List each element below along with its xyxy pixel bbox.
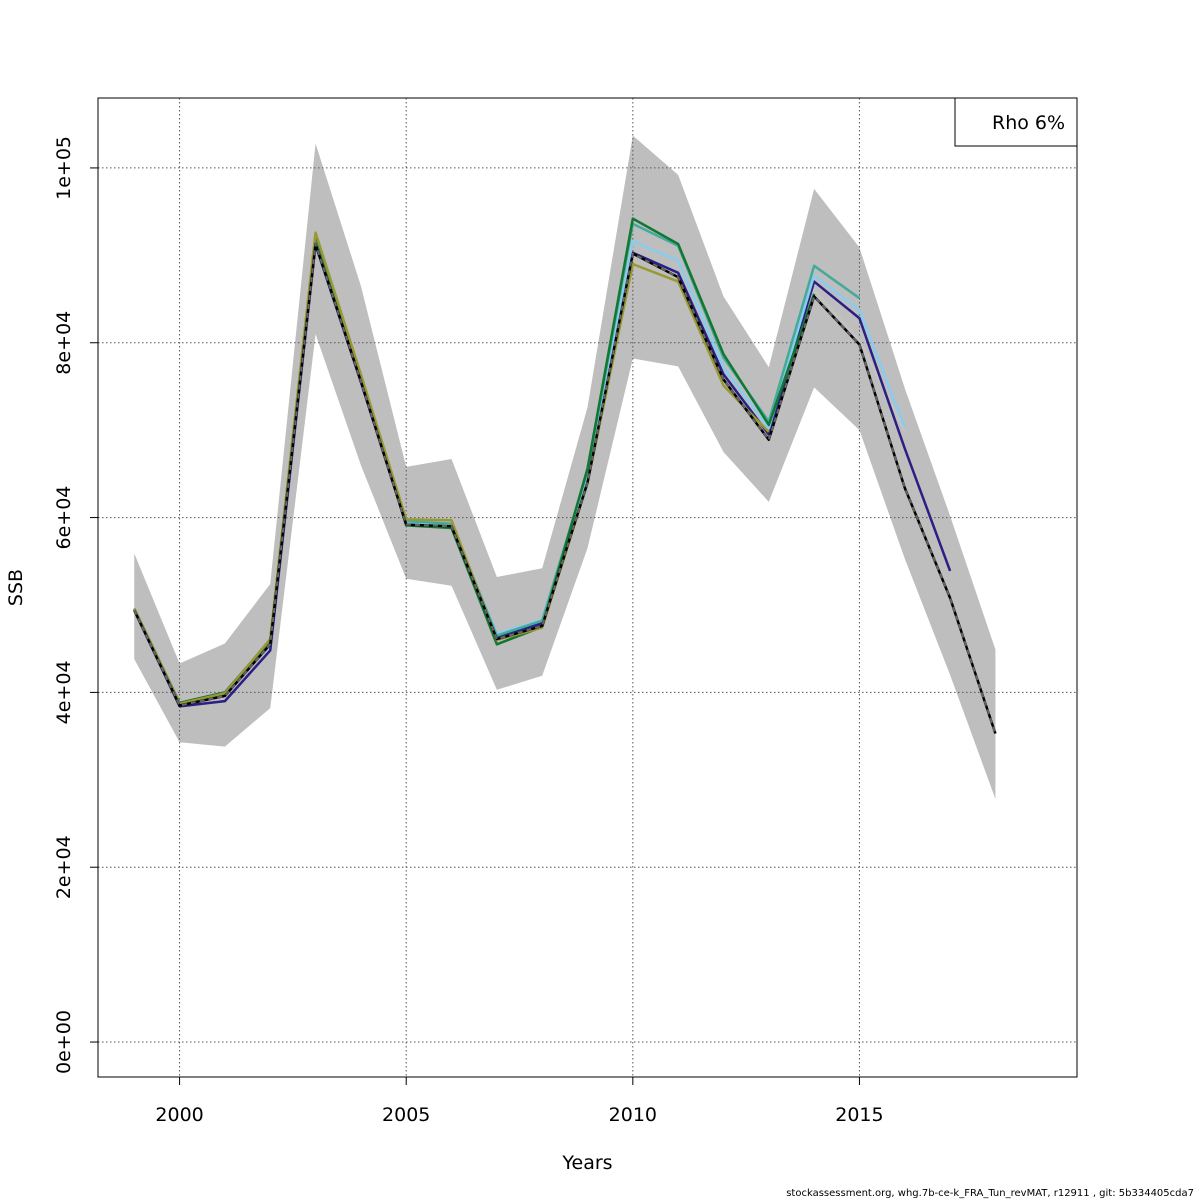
y-tick-label: 4e+04 bbox=[53, 660, 75, 724]
legend-rho-text: Rho 6% bbox=[992, 112, 1065, 134]
x-tick-label: 2015 bbox=[835, 1104, 883, 1126]
y-axis: 0e+00 2e+04 4e+04 6e+04 8e+04 1e+05 bbox=[53, 136, 98, 1074]
y-tick-label: 6e+04 bbox=[53, 486, 75, 550]
plot-area bbox=[98, 98, 1077, 1077]
series-line-8 bbox=[133, 242, 997, 734]
x-tick-label: 2000 bbox=[155, 1104, 203, 1126]
series-line-6 bbox=[133, 231, 770, 706]
plot-frame bbox=[97, 97, 1078, 1078]
y-tick-label: 2e+04 bbox=[53, 835, 75, 899]
legend: Rho 6% bbox=[954, 97, 1078, 147]
y-tick-label: 0e+00 bbox=[53, 1010, 75, 1074]
grid-layer bbox=[98, 98, 1077, 1077]
x-tick-label: 2010 bbox=[609, 1104, 657, 1126]
confidence-band bbox=[134, 135, 996, 800]
y-tick-label: 8e+04 bbox=[53, 311, 75, 375]
y-tick-label: 1e+05 bbox=[53, 136, 75, 200]
x-axis-title: Years bbox=[561, 1152, 612, 1174]
confidence-band-layer bbox=[134, 135, 996, 800]
x-tick-label: 2005 bbox=[382, 1104, 430, 1126]
x-axis: 2000 2005 2010 2015 bbox=[155, 1077, 884, 1126]
legend-box bbox=[954, 97, 1078, 147]
footer-source-text: stockassessment.org, whg.7b-ce-k_FRA_Tun… bbox=[786, 1188, 1194, 1199]
y-axis-title: SSB bbox=[5, 569, 27, 606]
series-layer bbox=[133, 217, 997, 734]
